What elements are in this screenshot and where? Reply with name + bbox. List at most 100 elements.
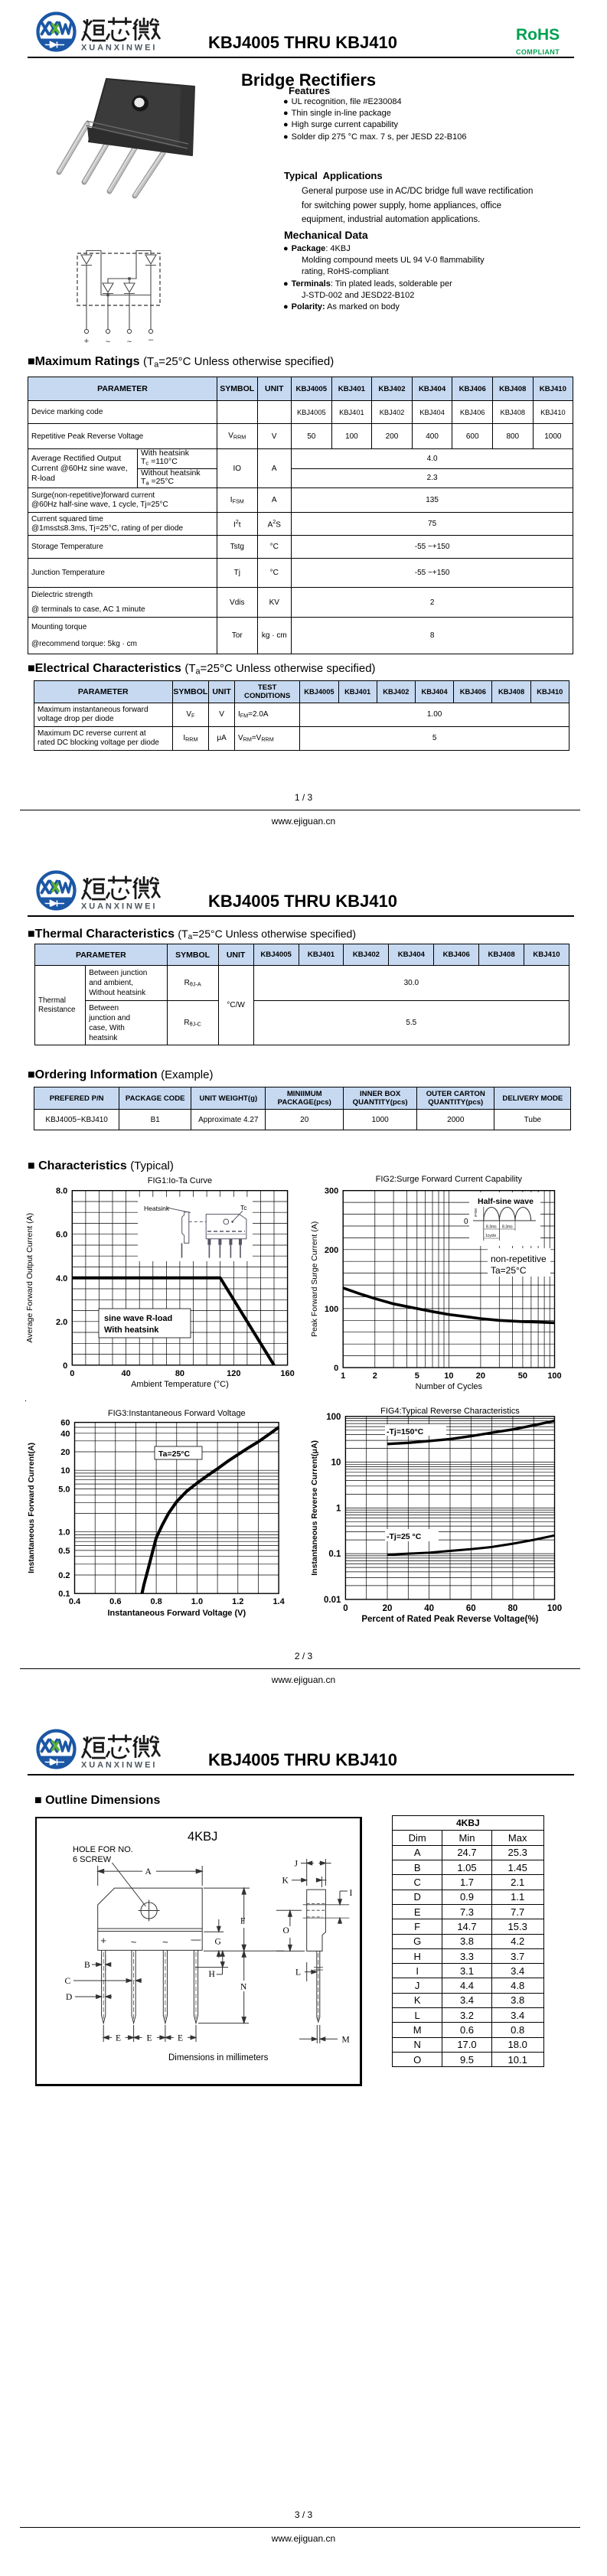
svg-text:1cycle: 1cycle — [485, 1234, 496, 1238]
svg-text:Half-sine wave: Half-sine wave — [478, 1197, 534, 1206]
svg-text:10: 10 — [444, 1371, 453, 1381]
svg-text:100: 100 — [547, 1371, 561, 1381]
svg-text:D: D — [66, 1993, 72, 2002]
svg-text:80: 80 — [507, 1604, 517, 1613]
svg-text:Dimensions in millimeters: Dimensions in millimeters — [168, 2053, 269, 2062]
svg-text:IFSM: IFSM — [474, 1208, 478, 1217]
svg-text:~: ~ — [106, 337, 110, 347]
svg-text:300: 300 — [325, 1187, 338, 1196]
svg-text:6.0: 6.0 — [56, 1231, 67, 1240]
svg-text:O: O — [283, 1926, 289, 1935]
svg-text:2: 2 — [373, 1371, 377, 1381]
svg-text:L: L — [295, 1968, 301, 1978]
svg-text:50: 50 — [518, 1371, 527, 1381]
svg-text:C: C — [65, 1977, 71, 1986]
svg-text:—: — — [191, 1934, 201, 1945]
svg-text:~: ~ — [127, 337, 132, 347]
svg-text:I: I — [350, 1889, 353, 1898]
svg-text:100: 100 — [547, 1604, 562, 1613]
svg-text:4.0: 4.0 — [56, 1274, 67, 1283]
svg-text:~: ~ — [131, 1936, 137, 1948]
svg-text:0: 0 — [70, 1369, 74, 1378]
svg-text:G: G — [215, 1938, 221, 1947]
svg-text:Heatsink: Heatsink — [144, 1205, 170, 1212]
svg-text:1: 1 — [336, 1504, 341, 1513]
svg-text:With heatsink: With heatsink — [104, 1325, 159, 1335]
svg-text:0: 0 — [63, 1361, 67, 1371]
svg-text:100: 100 — [325, 1305, 338, 1314]
svg-text:K: K — [282, 1877, 289, 1886]
svg-text:0.5: 0.5 — [58, 1547, 70, 1556]
svg-text:1.4: 1.4 — [272, 1597, 285, 1606]
svg-text:F: F — [240, 1917, 245, 1926]
svg-text:10: 10 — [60, 1466, 70, 1475]
svg-text:A: A — [145, 1867, 152, 1877]
svg-text:-Tj=25 °C: -Tj=25 °C — [387, 1532, 422, 1541]
svg-text:5: 5 — [415, 1371, 419, 1381]
svg-text:20: 20 — [383, 1604, 393, 1613]
svg-text:non-repetitive: non-repetitive — [491, 1254, 547, 1264]
svg-text:+: + — [84, 337, 89, 346]
svg-text:0.4: 0.4 — [69, 1597, 81, 1606]
svg-text:0: 0 — [334, 1364, 338, 1373]
svg-text:N: N — [240, 1983, 247, 1992]
svg-text:10: 10 — [331, 1459, 341, 1468]
svg-text:160: 160 — [280, 1369, 294, 1378]
svg-text:Instantaneous Forward Voltage: Instantaneous Forward Voltage (V) — [107, 1609, 246, 1618]
svg-text:8.0: 8.0 — [56, 1187, 67, 1196]
svg-text:8.3ms: 8.3ms — [502, 1225, 513, 1230]
svg-text:FIG3:Instantaneous Forward Vol: FIG3:Instantaneous Forward Voltage — [108, 1409, 246, 1418]
svg-text:1.2: 1.2 — [232, 1597, 243, 1606]
svg-text:20: 20 — [60, 1448, 70, 1457]
svg-text:80: 80 — [175, 1369, 184, 1378]
svg-text:0.01: 0.01 — [324, 1596, 341, 1605]
svg-text:E: E — [147, 2034, 152, 2043]
svg-text:HOLE FOR NO.: HOLE FOR NO. — [73, 1845, 133, 1854]
svg-text:1.0: 1.0 — [191, 1597, 203, 1606]
svg-text:H: H — [209, 1970, 215, 1979]
svg-text:-Tj=150°C: -Tj=150°C — [387, 1427, 424, 1436]
svg-text:M: M — [342, 2036, 350, 2045]
svg-text:Ambient Temperature (°C): Ambient Temperature (°C) — [131, 1380, 229, 1389]
svg-text:0.1: 0.1 — [58, 1590, 70, 1599]
svg-text:–: – — [148, 335, 154, 344]
svg-text:sine wave R-load: sine wave R-load — [104, 1314, 172, 1323]
svg-text:60: 60 — [466, 1604, 476, 1613]
svg-text:20: 20 — [476, 1371, 485, 1381]
svg-text:+: + — [100, 1935, 106, 1946]
svg-text:FIG2:Surge Forward Current Cap: FIG2:Surge Forward Current Capability — [376, 1175, 523, 1184]
svg-text:FIG4:Typical Reverse Character: FIG4:Typical Reverse Characteristics — [380, 1407, 520, 1416]
svg-text:60: 60 — [60, 1419, 70, 1428]
svg-text:FIG1:Io-Ta Curve: FIG1:Io-Ta Curve — [148, 1176, 212, 1185]
svg-text:0.6: 0.6 — [109, 1597, 121, 1606]
svg-text:0.2: 0.2 — [58, 1571, 70, 1580]
svg-text:1.0: 1.0 — [58, 1528, 70, 1537]
svg-text:Instantaneous Forward Current(: Instantaneous Forward Current(A) — [27, 1443, 36, 1573]
svg-text:40: 40 — [60, 1430, 70, 1439]
svg-text:XUANXINWEI: XUANXINWEI — [81, 44, 157, 53]
svg-text:4KBJ: 4KBJ — [188, 1830, 217, 1844]
svg-text:0.1: 0.1 — [328, 1550, 341, 1559]
svg-text:0: 0 — [464, 1218, 468, 1226]
svg-text:Instantaneous Reverse Current(: Instantaneous Reverse Current(μA) — [310, 1440, 319, 1576]
svg-text:B: B — [84, 1961, 90, 1970]
svg-text:40: 40 — [424, 1604, 434, 1613]
svg-text:0.8: 0.8 — [150, 1597, 162, 1606]
svg-text:E: E — [178, 2034, 183, 2043]
svg-text:J: J — [295, 1860, 299, 1869]
svg-text:0: 0 — [343, 1604, 348, 1613]
svg-text:120: 120 — [227, 1369, 240, 1378]
svg-text:Average Forward Output Current: Average Forward Output Current (A) — [25, 1213, 34, 1343]
svg-text:Ta=25°C: Ta=25°C — [491, 1265, 527, 1276]
svg-text:6 SCREW: 6 SCREW — [73, 1855, 112, 1864]
svg-text:Percent of Rated Peak Reverse: Percent of Rated Peak Reverse Voltage(%) — [361, 1615, 538, 1624]
svg-text:XUANXINWEI: XUANXINWEI — [81, 1761, 157, 1770]
svg-text:2.0: 2.0 — [56, 1318, 67, 1327]
svg-text:8.3ms: 8.3ms — [486, 1225, 497, 1230]
svg-text:40: 40 — [122, 1369, 131, 1378]
svg-text:E: E — [116, 2034, 121, 2043]
svg-text:5.0: 5.0 — [58, 1485, 70, 1495]
svg-text:Peak Forward Surge Current (A): Peak Forward Surge Current (A) — [310, 1221, 319, 1337]
svg-text:100: 100 — [326, 1413, 341, 1422]
svg-text:Ta=25°C: Ta=25°C — [158, 1449, 190, 1459]
